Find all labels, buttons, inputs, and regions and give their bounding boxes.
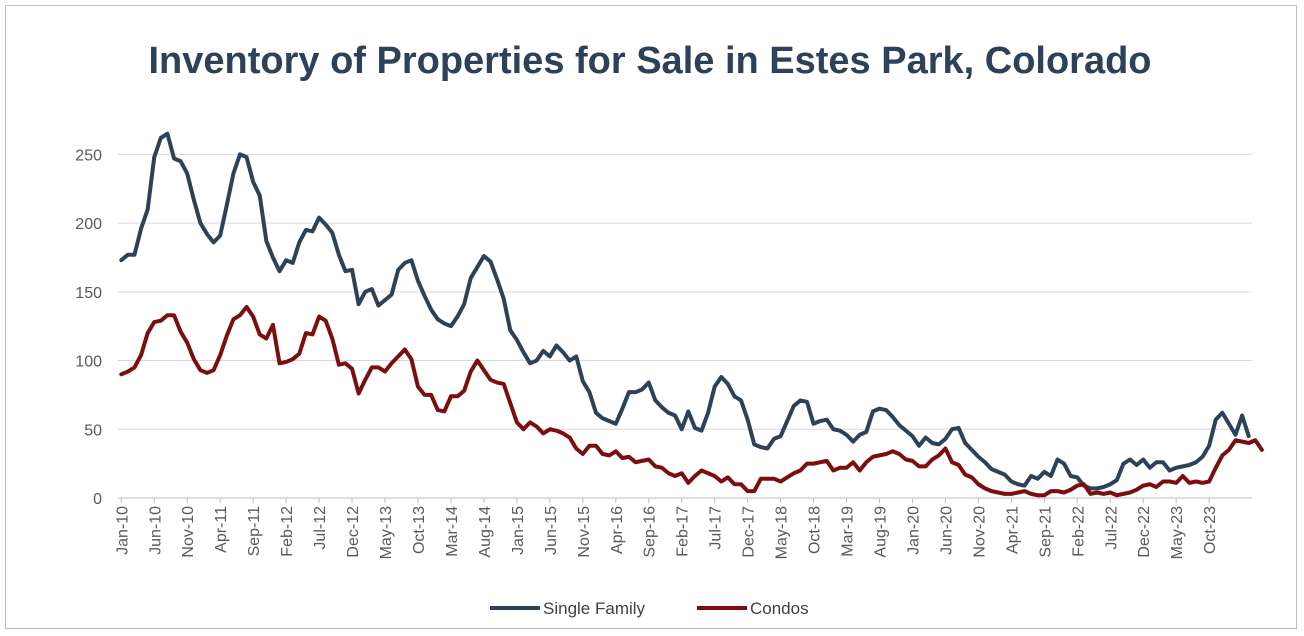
y-tick-label: 50 [84, 422, 102, 439]
x-tick-label: Apr-21 [1004, 506, 1021, 554]
x-tick-label: Dec-17 [741, 506, 758, 558]
x-tick-label: May-13 [378, 506, 395, 559]
x-tick-label: Nov-15 [576, 506, 593, 558]
legend-label: Single Family [543, 599, 646, 618]
x-tick-label: Feb-22 [1070, 506, 1087, 557]
series-line-condos [119, 304, 1264, 498]
x-tick-label: Jun-10 [147, 506, 164, 555]
x-tick-label: Jul-22 [1103, 506, 1120, 550]
x-tick-label: Apr-11 [213, 506, 230, 553]
x-axis-ticks: Jan-10 Jun-10 Nov-10 Apr-11 Sep-11 Feb-12 Jul-… [114, 498, 1219, 559]
x-tick-label: Oct-23 [1202, 506, 1219, 554]
series-lines [119, 131, 1264, 498]
x-tick-label: Jan-10 [114, 506, 131, 555]
x-tick-label: Jul-17 [708, 506, 725, 550]
x-tick-label: Jul-12 [312, 506, 329, 550]
x-tick-label: Apr-16 [609, 506, 626, 554]
x-tick-label: Sep-16 [642, 506, 659, 558]
x-tick-label: Oct-18 [807, 506, 824, 554]
x-tick-label: Jan-15 [510, 506, 527, 555]
gridlines [118, 153, 1252, 430]
x-tick-label: Aug-19 [872, 506, 889, 558]
x-tick-label: Sep-21 [1037, 506, 1054, 558]
chart-title: Inventory of Properties for Sale in Este… [148, 40, 1152, 82]
x-tick-label: Mar-19 [840, 506, 857, 557]
y-tick-label: 150 [75, 285, 102, 302]
chart-frame [5, 5, 1297, 629]
y-tick-label: 200 [75, 216, 102, 233]
x-tick-label: Dec-22 [1136, 506, 1153, 558]
x-tick-label: Mar-14 [444, 506, 461, 557]
x-tick-label: Aug-14 [477, 506, 494, 558]
x-tick-label: Nov-20 [971, 506, 988, 558]
legend: Single Family Condos [490, 599, 809, 618]
x-tick-label: Sep-11 [246, 506, 263, 557]
x-tick-label: Jun-15 [543, 506, 560, 555]
y-tick-label: 100 [75, 354, 102, 371]
x-tick-label: Feb-17 [675, 506, 692, 557]
y-tick-label: 0 [93, 491, 102, 508]
series-line-single-family [119, 131, 1251, 491]
x-tick-label: Nov-10 [180, 506, 197, 558]
y-tick-label: 250 [75, 147, 102, 164]
x-tick-label: Jun-20 [938, 506, 955, 555]
y-axis-ticks: 0 50 100 150 200 250 [75, 147, 102, 508]
x-tick-label: Dec-12 [345, 506, 362, 558]
x-tick-label: Jan-20 [905, 506, 922, 555]
x-tick-label: May-18 [774, 506, 791, 559]
x-tick-label: May-23 [1169, 506, 1186, 559]
x-tick-label: Feb-12 [279, 506, 296, 557]
legend-label: Condos [750, 599, 809, 618]
x-tick-label: Oct-13 [411, 506, 428, 554]
